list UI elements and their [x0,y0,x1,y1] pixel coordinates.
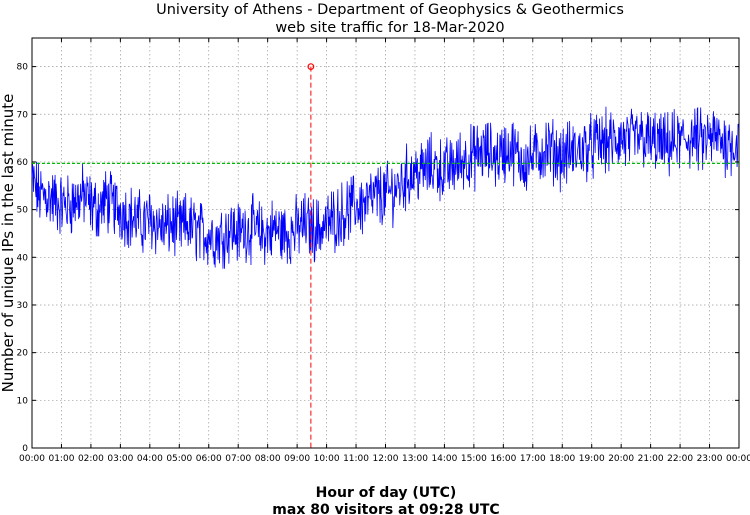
grid-lines [32,38,739,448]
chart-title: University of Athens - Department of Geo… [156,2,624,18]
x-tick-label: 19:00 [579,454,605,464]
y-tick-label: 80 [17,63,29,73]
y-tick-label: 20 [17,349,29,359]
x-tick-label: 23:00 [697,454,723,464]
x-tick-label: 13:00 [402,454,428,464]
y-axis-ticks: 0 10 20 30 40 50 60 70 80 [17,63,739,454]
max-point-marker [307,63,315,71]
y-tick-label: 10 [17,396,29,406]
x-tick-label: 12:00 [373,454,399,464]
x-axis-ticks: 00:00 01:00 02:00 03:00 04:00 05:00 06:00 07:00… [19,38,750,464]
x-tick-label: 00:00 [19,454,45,464]
x-tick-label: 17:00 [520,454,546,464]
x-tick-label: 20:00 [608,454,634,464]
x-tick-label: 10:00 [314,454,340,464]
x-tick-label: 02:00 [78,454,104,464]
x-tick-label: 21:00 [638,454,664,464]
x-tick-label: 18:00 [549,454,575,464]
x-tick-label: 14:00 [431,454,457,464]
x-tick-label: 11:00 [343,454,369,464]
y-axis-label: Number of unique IPs in the last minute [0,94,17,393]
x-tick-label: 08:00 [255,454,281,464]
x-tick-label: 16:00 [490,454,516,464]
y-tick-label: 30 [17,301,29,311]
x-tick-label: 00:00 [726,454,750,464]
y-tick-label: 70 [17,110,29,120]
x-tick-label: 04:00 [137,454,163,464]
x-tick-label: 06:00 [196,454,222,464]
chart-subtitle: web site traffic for 18-Mar-2020 [275,20,504,36]
max-marker-group [307,63,315,448]
y-tick-label: 60 [17,158,29,168]
x-tick-label: 15:00 [461,454,487,464]
x-tick-label: 03:00 [107,454,133,464]
series-group [31,106,739,269]
x-tick-label: 01:00 [48,454,74,464]
x-tick-label: 09:00 [284,454,310,464]
x-tick-label: 22:00 [667,454,693,464]
x-tick-label: 05:00 [166,454,192,464]
y-tick-label: 0 [22,444,28,454]
x-axis-label: Hour of day (UTC) [316,485,457,501]
y-tick-label: 40 [17,253,29,263]
max-visitors-note: max 80 visitors at 09:28 UTC [272,502,499,515]
traffic-series-line [31,106,739,269]
y-tick-label: 50 [17,206,29,216]
x-tick-label: 07:00 [225,454,251,464]
